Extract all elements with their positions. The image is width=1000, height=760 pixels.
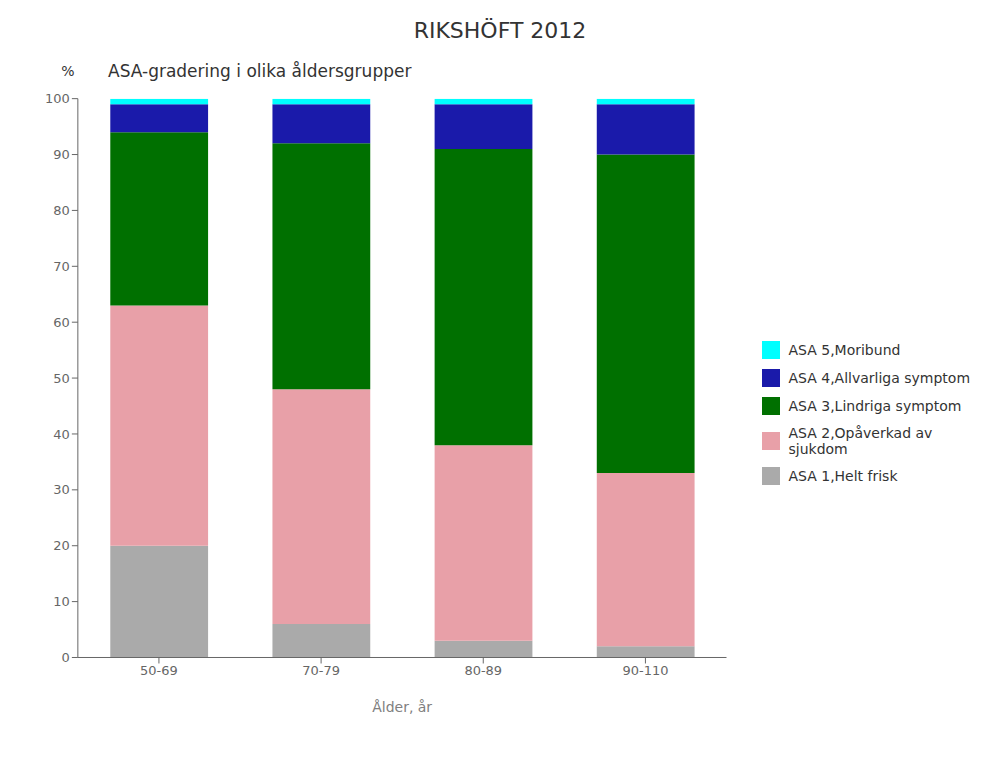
svg-text:50: 50 (53, 371, 70, 386)
svg-text:40: 40 (53, 427, 70, 442)
svg-text:Ålder, år: Ålder, år (372, 699, 432, 715)
svg-text:20: 20 (53, 538, 70, 553)
svg-text:10: 10 (53, 594, 70, 609)
svg-text:30: 30 (53, 482, 70, 497)
svg-text:100: 100 (45, 91, 70, 106)
svg-text:0: 0 (62, 650, 70, 665)
html-text:ASA 4,Allvarliga symptom: ASA 4,Allvarliga symptom (788, 370, 970, 386)
html-text:ASA 3,Lindriga symptom: ASA 3,Lindriga symptom (788, 398, 962, 414)
svg-text:70-79: 70-79 (302, 663, 340, 678)
html-text:ASA-gradering i olika åldersgr: ASA-gradering i olika åldersgrupper (108, 61, 412, 81)
svg-text:80-89: 80-89 (464, 663, 502, 678)
html-text:ASA 5,Moribund: ASA 5,Moribund (788, 342, 901, 358)
html-text:RIKSHÖFT 2012: RIKSHÖFT 2012 (413, 18, 587, 43)
svg-text:70: 70 (53, 259, 70, 274)
svg-text:50-69: 50-69 (140, 663, 178, 678)
svg-text:90: 90 (53, 147, 70, 162)
html-text:ASA 1,Helt frisk: ASA 1,Helt frisk (788, 468, 898, 484)
html-text:ASA 2,Opåverkad av sjukdom: ASA 2,Opåverkad av sjukdom (788, 425, 933, 457)
svg-text:80: 80 (53, 203, 70, 218)
svg-text:90-110: 90-110 (622, 663, 668, 678)
svg-text:60: 60 (53, 315, 70, 330)
